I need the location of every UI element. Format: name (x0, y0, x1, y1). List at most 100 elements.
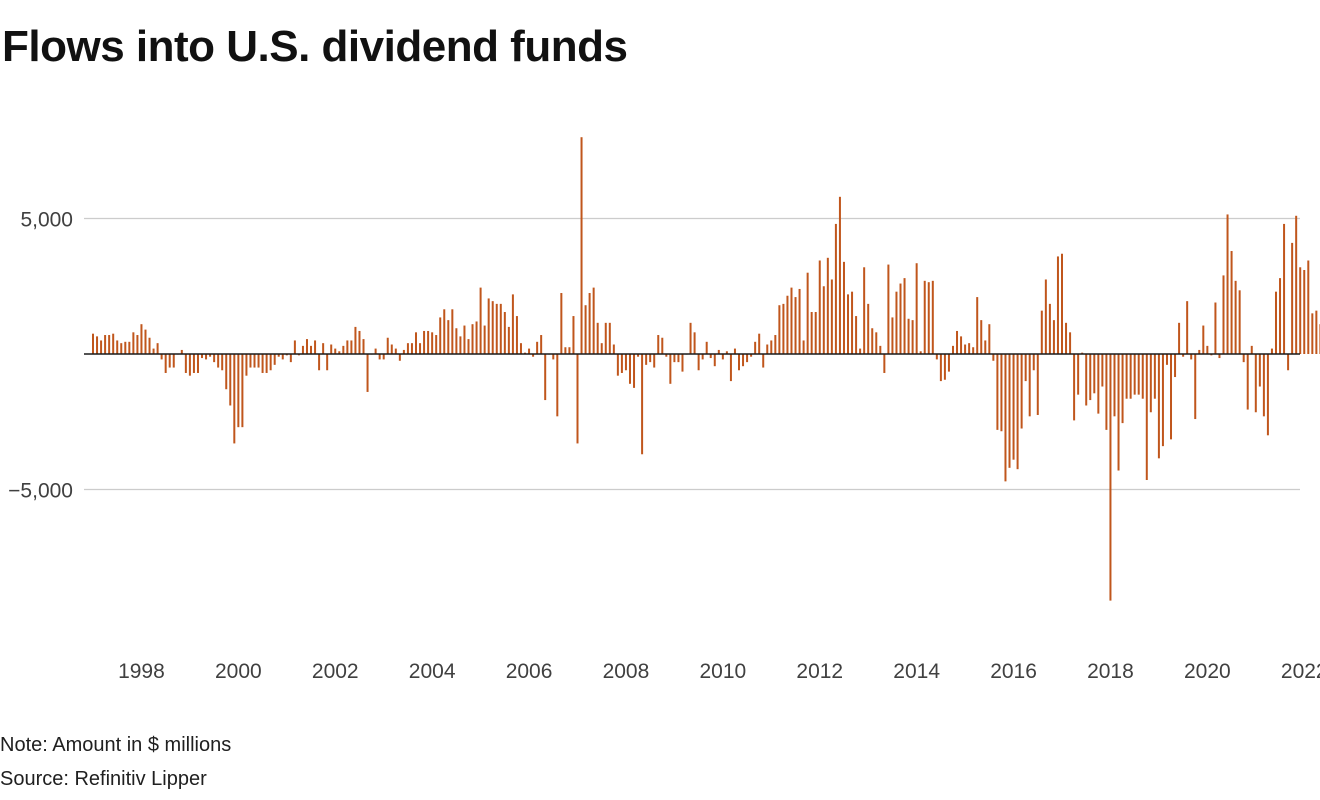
bar (754, 341, 757, 354)
bar (661, 337, 664, 354)
bar (471, 324, 474, 354)
bar (891, 317, 894, 354)
bar (1190, 354, 1193, 360)
bar (1258, 354, 1261, 387)
bar (624, 354, 627, 371)
bar (112, 333, 115, 354)
bar (810, 312, 813, 354)
bar (431, 332, 434, 354)
x-tick-label: 2004 (409, 660, 456, 683)
bar (237, 354, 240, 428)
bar (305, 339, 308, 354)
bar (992, 354, 995, 361)
bar (1287, 354, 1290, 371)
bar (184, 354, 187, 373)
x-tick-label: 2010 (699, 660, 746, 683)
bar (984, 340, 987, 354)
bar (435, 335, 438, 354)
bar (140, 324, 143, 354)
bar (439, 317, 442, 354)
bar (1149, 354, 1152, 413)
bar (883, 354, 886, 373)
bar (1291, 242, 1294, 354)
bar (136, 335, 139, 354)
bar (798, 288, 801, 354)
bar (911, 320, 914, 355)
bar (180, 349, 183, 354)
bar (875, 332, 878, 354)
chart-title: Flows into U.S. dividend funds (2, 22, 628, 71)
bar (1061, 253, 1063, 354)
bar (1218, 354, 1221, 359)
bar (164, 354, 167, 373)
bar (1056, 256, 1059, 354)
bar (374, 348, 377, 354)
bar (1109, 354, 1112, 601)
bar (951, 345, 954, 354)
bar (1222, 275, 1225, 354)
bar (1274, 291, 1277, 354)
bar (459, 336, 462, 354)
bar (766, 344, 769, 354)
bar (693, 332, 696, 354)
bar (1101, 354, 1104, 387)
bar (834, 223, 837, 354)
bar (943, 354, 946, 380)
bar (786, 295, 789, 354)
bar (968, 343, 971, 354)
bar (495, 303, 498, 354)
x-tick-label: 2016 (990, 660, 1037, 683)
bar (721, 354, 724, 360)
bar (838, 196, 841, 354)
bar (503, 312, 506, 354)
bar (915, 263, 918, 354)
bar (1174, 354, 1177, 378)
bar (249, 354, 252, 368)
bar (1262, 354, 1265, 417)
bar (879, 345, 882, 354)
bar (628, 354, 631, 384)
bar (770, 340, 773, 354)
bar (233, 354, 236, 444)
bar (124, 341, 127, 354)
bar (681, 354, 684, 372)
bar (217, 354, 220, 368)
bar (1311, 313, 1314, 354)
bar (338, 351, 341, 354)
bar (92, 333, 94, 354)
bar (641, 354, 644, 455)
bar (487, 298, 490, 354)
bar (1202, 325, 1205, 354)
bar (616, 354, 619, 376)
bar (253, 354, 256, 368)
bar (511, 294, 514, 354)
bar (1250, 345, 1253, 354)
bar (1206, 345, 1209, 354)
gridlines: 5,000 −5,000 (8, 209, 1300, 503)
bar (160, 354, 163, 360)
bar (923, 280, 926, 354)
bar (677, 354, 680, 363)
bar (774, 335, 777, 354)
bar (515, 316, 518, 354)
bar (398, 354, 401, 361)
bar (209, 354, 212, 357)
bar (947, 354, 950, 372)
bar (738, 354, 740, 371)
bar (701, 354, 704, 360)
bar (96, 336, 99, 354)
bar (1065, 322, 1068, 354)
bar (612, 344, 615, 354)
bar (277, 354, 280, 357)
bar (1270, 348, 1273, 354)
bar (205, 354, 208, 360)
bar (1093, 354, 1096, 394)
bar (620, 354, 623, 373)
bar (346, 340, 349, 354)
bar (1141, 354, 1144, 399)
bar (919, 351, 922, 354)
bar (1133, 354, 1136, 395)
bar (927, 282, 930, 354)
bar-chart: 5,000 −5,000 1998 2000 2002 2004 2006 2008 2010… (8, 137, 1320, 683)
bar (265, 354, 268, 373)
